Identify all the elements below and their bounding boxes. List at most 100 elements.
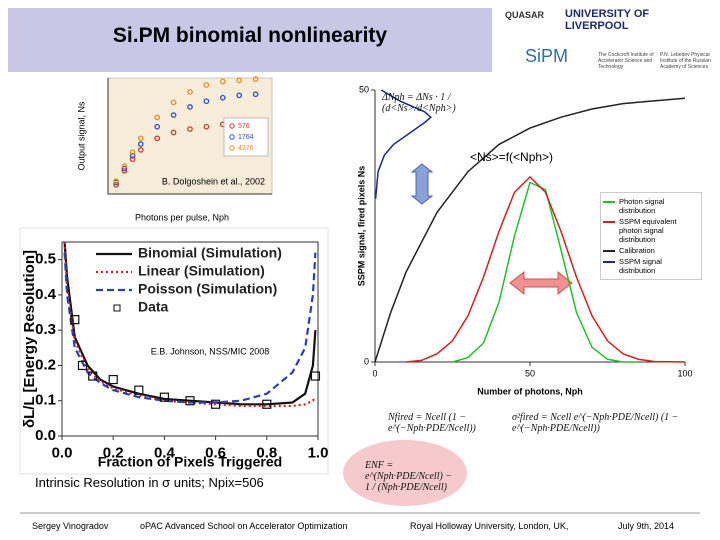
series-line	[452, 181, 639, 363]
logo: SiPM	[525, 46, 569, 66]
y-tick-label: 0.2	[35, 356, 56, 373]
equation: ENF = e^(Nph·PDE/Ncell) − 1 / (Nph·PDE/N…	[365, 460, 453, 493]
axes	[61, 242, 318, 437]
point	[170, 112, 177, 118]
legend-entry: Calibration	[603, 246, 699, 255]
x-axis-label: Fraction of Pixels Triggered	[98, 454, 282, 470]
legend-line	[603, 261, 615, 263]
y-tick-label: 0.5	[35, 251, 56, 268]
legend-label: 1764	[238, 134, 254, 141]
y-tick-label: 0	[364, 356, 369, 366]
data-point	[159, 392, 169, 402]
point	[137, 135, 144, 142]
y-tick-label: 0.4	[35, 286, 57, 303]
series-line	[405, 175, 686, 363]
series-line	[374, 97, 686, 363]
x-tick-label: 0.8	[256, 444, 277, 461]
equation: Nfired = Ncell (1 − e^(−Nph·PDE/Ncell))	[388, 412, 476, 434]
legend-label: 576	[238, 123, 250, 130]
point	[187, 89, 193, 95]
axes	[107, 78, 272, 195]
data-point	[310, 371, 321, 381]
chart-annotation: E.B. Johnson, NSS/MIC 2008	[151, 346, 270, 356]
legend-label: Binomial (Simulation)	[138, 245, 282, 261]
equation: ΔNph = ΔNs · 1 / (d<Ns>/d<Nph>)	[382, 92, 456, 114]
legend-entry: Photon signal distribution	[603, 197, 699, 215]
legend: Photon signal distribution SSPM equivalen…	[600, 192, 702, 280]
title-band	[8, 8, 492, 72]
logo: The Cockcroft Institute of Accelerator S…	[598, 52, 654, 70]
point	[187, 104, 193, 110]
footer-text: July 9th, 2014	[618, 521, 675, 531]
legend-marker	[229, 123, 235, 129]
y-axis-label: δL/L [Energy Resolution]	[21, 250, 38, 428]
point	[170, 129, 177, 136]
data-point	[185, 396, 195, 406]
point	[113, 178, 120, 185]
blue-arrow	[410, 163, 434, 205]
x-tick-label: 100	[677, 368, 692, 378]
legend-label: Photon signal distribution	[619, 197, 665, 215]
data-point	[108, 374, 118, 385]
series-line	[374, 89, 432, 199]
logo: P.N. Lebedev Physical Institute of the R…	[660, 52, 711, 70]
point	[154, 114, 161, 121]
red-arrow	[509, 270, 573, 296]
data-point	[211, 399, 221, 409]
legend-marker	[229, 145, 235, 151]
point	[203, 123, 210, 130]
data-point	[77, 360, 88, 371]
chart-annotation: B. Dolgoshein et al., 2002	[162, 176, 265, 186]
legend-label: Poisson (Simulation)	[138, 281, 277, 297]
legend-marker	[229, 134, 235, 140]
series-line	[63, 241, 317, 408]
point	[219, 94, 226, 101]
logo: QUASAR	[505, 10, 545, 20]
point	[170, 99, 177, 106]
data-point	[134, 385, 144, 395]
y-tick-label: 0.1	[35, 392, 56, 409]
equation: σ²fired = Ncell e^(−Nph·PDE/Ncell) (1 − …	[512, 412, 679, 434]
x-tick-label: 0	[372, 368, 377, 378]
enf-highlight	[343, 440, 467, 506]
y-axis-label: Output signal, Ns	[76, 101, 86, 171]
x-tick-label: 50	[525, 368, 535, 378]
footer-text: Sergey Vinogradov	[32, 521, 109, 531]
legend-label: Linear (Simulation)	[138, 263, 265, 279]
point	[129, 152, 136, 159]
point	[113, 181, 120, 188]
x-tick-label: 0.6	[205, 444, 226, 461]
point	[252, 76, 259, 83]
point	[137, 141, 144, 147]
legend-line	[603, 250, 615, 252]
legend-label: Data	[138, 299, 169, 315]
point	[129, 156, 136, 163]
point	[187, 126, 193, 132]
point	[252, 91, 259, 98]
point	[154, 123, 161, 130]
footer-text: Royal Holloway University, London, UK,	[410, 521, 569, 531]
point	[236, 92, 243, 99]
y-tick-label: 50	[359, 84, 369, 94]
point	[121, 165, 128, 172]
annotation: <Ns>=f(<Nph>)	[470, 150, 554, 164]
series-line	[63, 241, 317, 406]
caption: Intrinsic Resolution in σ units; Npix=50…	[35, 475, 264, 490]
legend-marker	[113, 304, 121, 312]
plot-background	[19, 227, 329, 475]
point	[129, 149, 136, 156]
x-axis-label: Photons per pulse, Nph	[135, 212, 229, 222]
y-tick-label: 0.3	[35, 321, 56, 338]
legend-label: Calibration	[619, 246, 655, 255]
point	[203, 98, 210, 105]
series-line	[63, 252, 317, 404]
legend-label: SSPM equivalent photon signal distributi…	[619, 217, 677, 244]
x-axis-label: Number of photons, Nph	[477, 386, 583, 396]
footer-text: oPAC Advanced School on Accelerator Opti…	[140, 521, 348, 531]
data-point	[70, 315, 80, 325]
point	[236, 77, 243, 84]
point	[219, 78, 226, 85]
axes	[62, 241, 319, 436]
